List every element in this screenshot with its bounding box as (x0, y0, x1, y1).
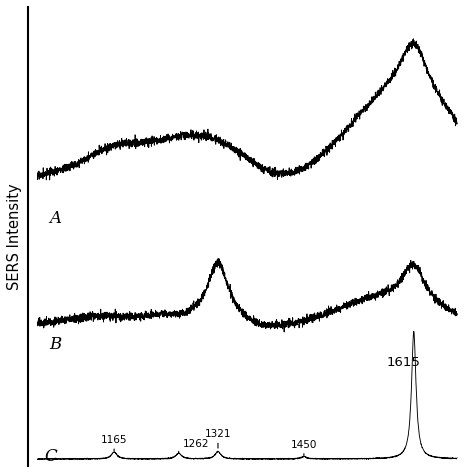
Text: 1165: 1165 (101, 435, 128, 445)
Text: 1450: 1450 (291, 440, 317, 450)
Text: B: B (49, 336, 62, 353)
Text: 1321: 1321 (205, 429, 231, 439)
Text: C: C (44, 448, 57, 465)
Text: 1615: 1615 (387, 356, 421, 369)
Text: A: A (49, 210, 62, 227)
Text: 1262: 1262 (182, 438, 209, 448)
Y-axis label: SERS Intensity: SERS Intensity (7, 183, 22, 290)
